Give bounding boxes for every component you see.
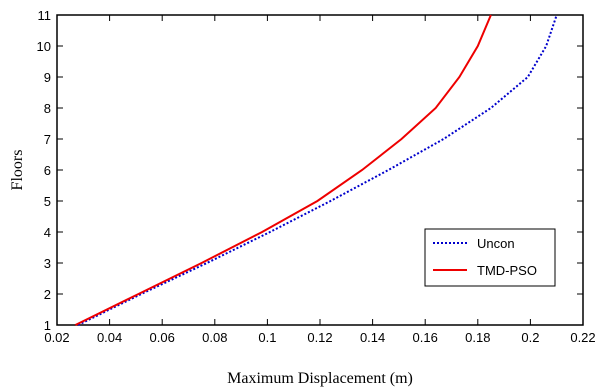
legend-label: TMD-PSO (477, 263, 537, 278)
legend: Uncon TMD-PSO (424, 228, 556, 287)
x-axis-title: Maximum Displacement (m) (227, 370, 413, 387)
y-axis: 1 2 3 4 5 6 7 8 9 10 11 (37, 8, 583, 333)
y-tick-label: 5 (44, 194, 51, 209)
y-tick-label: 11 (38, 8, 52, 23)
legend-label: Uncon (477, 236, 515, 251)
y-tick-label: 6 (44, 163, 51, 178)
x-tick-label: 0.2 (521, 330, 539, 345)
y-tick-label: 10 (37, 39, 51, 54)
y-tick-label: 1 (44, 318, 51, 333)
y-axis-title: Floors (9, 150, 26, 191)
y-tick-label: 3 (44, 256, 51, 271)
series-line-tmd-pso (74, 14, 492, 326)
x-tick-label: 0.22 (570, 330, 595, 345)
legend-box (424, 228, 556, 287)
y-tick-label: 8 (44, 101, 51, 116)
x-tick-label: 0.16 (413, 330, 438, 345)
x-tick-label: 0.12 (307, 330, 332, 345)
x-tick-label: 0.04 (97, 330, 122, 345)
x-tick-label: 0.08 (202, 330, 227, 345)
x-tick-label: 0.06 (150, 330, 175, 345)
x-tick-label: 0.1 (258, 330, 276, 345)
y-tick-label: 7 (44, 132, 51, 147)
x-tick-label: 0.14 (360, 330, 385, 345)
series-layer (74, 14, 558, 326)
y-tick-label: 4 (44, 225, 51, 240)
x-tick-label: 0.02 (44, 330, 69, 345)
x-axis: 0.02 0.04 0.06 0.08 0.1 0.12 0.14 0.16 0.18 0.2 0.… (44, 15, 596, 345)
y-tick-label: 9 (44, 70, 51, 85)
y-tick-label: 2 (44, 287, 51, 302)
x-tick-label: 0.18 (465, 330, 490, 345)
